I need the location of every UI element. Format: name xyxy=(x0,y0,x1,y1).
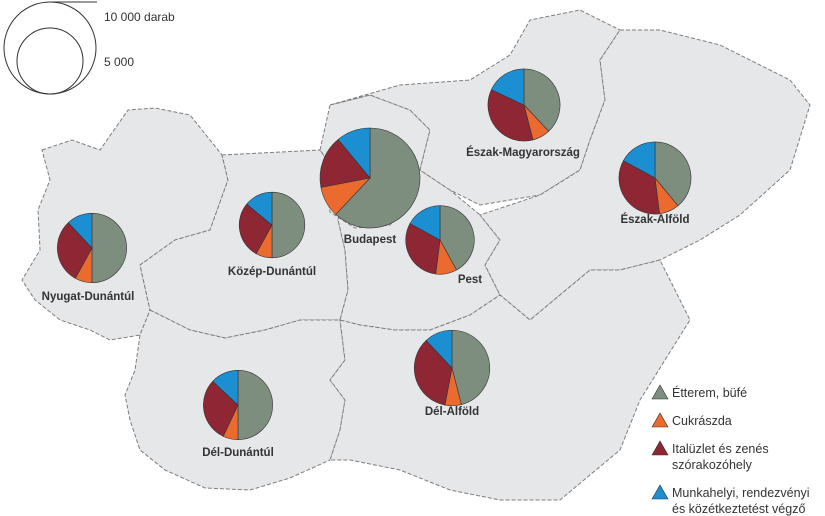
pie-eszak-alfold xyxy=(618,141,692,215)
size-legend-large-circle xyxy=(3,1,97,95)
region-label-del-alfold: Dél-Alföld xyxy=(425,406,479,418)
pie-nyugat-dunantul xyxy=(57,213,127,283)
pie-slice-eszak-alfold-etterem-bufe xyxy=(654,141,692,207)
pie-slice-eszak-alfold-italuzlet xyxy=(618,160,660,215)
legend-label-italuzlet-line-1: Italüzlet és zenés xyxy=(672,442,769,456)
pie-slice-kozep-dunantul-munkahelyi xyxy=(246,191,273,226)
pie-slice-del-alfold-munkahelyi xyxy=(425,329,453,369)
pie-slice-budapest-etterem-bufe xyxy=(335,127,421,229)
region-label-eszak-alfold: Észak-Alföld xyxy=(620,213,689,226)
pie-slice-nyugat-dunantul-etterem-bufe xyxy=(91,213,127,283)
pie-slice-del-alfold-etterem-bufe xyxy=(451,329,491,405)
pie-charts xyxy=(57,68,692,440)
legend-label-italuzlet-line-2: szórakozóhely xyxy=(672,458,753,472)
pie-slice-eszak-magyarorszag-munkahelyi xyxy=(490,68,525,106)
pie-slice-del-dunantul-italuzlet xyxy=(203,380,239,437)
legend-label-munkahelyi-line-2: és közétkeztetést végző xyxy=(672,502,805,516)
legend-label-cukraszda-line-1: Cukrászda xyxy=(672,414,732,428)
region-labels: Budapest Pest Közép-Dunántúl Nyugat-Duná… xyxy=(42,146,690,459)
region-shape-del-alfold xyxy=(329,259,691,501)
legend-label-etterem-bufe-line-1: Étterem, büfé xyxy=(672,385,747,400)
pie-slice-pest-munkahelyi xyxy=(409,205,441,241)
region-label-del-dunantul: Dél-Dunántúl xyxy=(202,447,274,459)
pie-del-alfold xyxy=(413,329,491,407)
pie-slice-del-alfold-italuzlet xyxy=(413,340,453,406)
pie-slice-eszak-alfold-munkahelyi xyxy=(622,141,656,179)
pie-slice-del-dunantul-etterem-bufe xyxy=(237,370,273,440)
region-label-pest: Pest xyxy=(458,274,482,286)
region-label-kozep-dunantul: Közép-Dunántúl xyxy=(228,266,316,278)
pie-slice-pest-etterem-bufe xyxy=(439,205,475,271)
size-legend-small-label: 5 000 xyxy=(104,55,134,69)
pie-budapest xyxy=(319,127,421,229)
pie-slice-eszak-magyarorszag-etterem-bufe xyxy=(523,68,561,132)
region-label-budapest: Budapest xyxy=(344,234,397,246)
pie-slice-kozep-dunantul-italuzlet xyxy=(238,203,273,255)
category-legend: Étterem, büfé Cukrászda Italüzlet és zenés… xyxy=(651,384,810,516)
pie-eszak-magyarorszag xyxy=(487,68,561,142)
pie-del-dunantul xyxy=(203,370,273,440)
legend-swatch-munkahelyi xyxy=(651,484,669,500)
pie-slice-nyugat-dunantul-munkahelyi xyxy=(67,213,93,249)
legend-label-munkahelyi-line-1: Munkahelyi, rendezvényi xyxy=(672,486,810,500)
pie-slice-budapest-munkahelyi xyxy=(337,127,371,179)
legend-swatch-etterem-bufe xyxy=(651,384,669,400)
pie-slice-nyugat-dunantul-italuzlet xyxy=(57,222,93,279)
size-legend-large-label: 10 000 darab xyxy=(104,10,175,24)
size-legend-small-circle xyxy=(16,27,84,95)
pie-slice-kozep-dunantul-etterem-bufe xyxy=(271,191,306,259)
pie-pest xyxy=(405,205,475,275)
size-legend: 10 000 darab 5 000 xyxy=(3,1,175,95)
pie-kozep-dunantul xyxy=(238,191,306,259)
pie-slice-del-dunantul-munkahelyi xyxy=(212,370,239,406)
region-label-eszak-magyarorszag: Észak-Magyarország xyxy=(466,146,580,159)
pie-slice-pest-italuzlet xyxy=(405,223,441,275)
pie-slice-budapest-italuzlet xyxy=(319,139,371,188)
legend-swatch-italuzlet xyxy=(651,440,669,456)
legend-swatch-cukraszda xyxy=(651,412,669,428)
pie-slice-eszak-magyarorszag-italuzlet xyxy=(487,89,534,142)
region-label-nyugat-dunantul: Nyugat-Dunántúl xyxy=(42,291,135,303)
